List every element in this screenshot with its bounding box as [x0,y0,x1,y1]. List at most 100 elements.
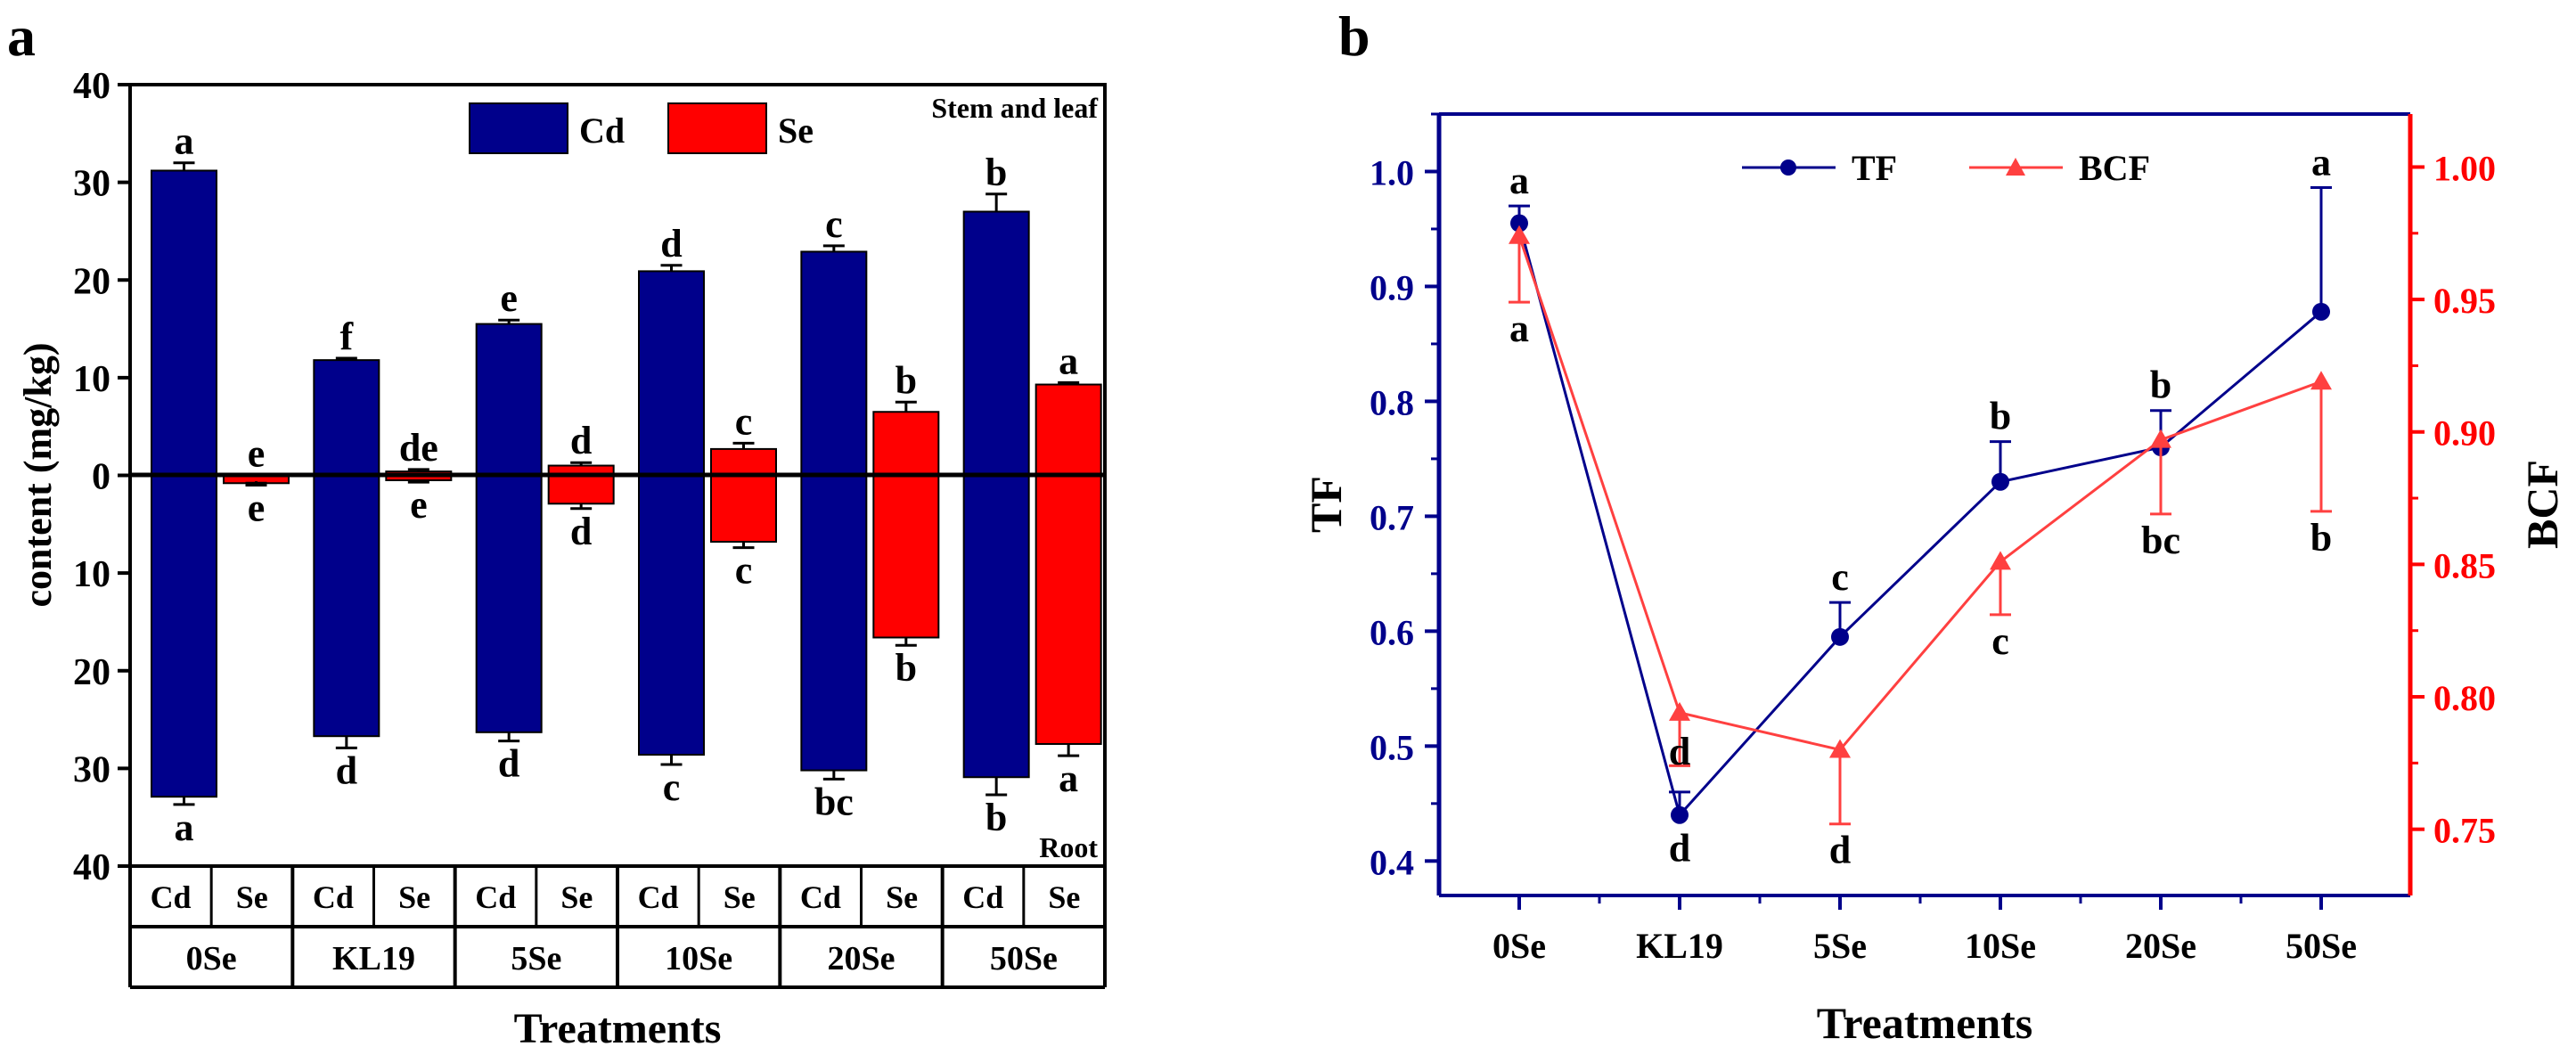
x-tick-label-20Se: 20Se [2125,926,2196,966]
se-stem-bar-10Se [710,447,777,477]
bcf-letter-10Se: c [1991,619,2009,663]
table-sub-label-0Se-Cd: Cd [151,879,192,915]
cd-stem-bar-0Se [151,169,217,477]
se-stem-letter-5Se: d [570,419,592,462]
bcf-tick-label-0: 0.75 [2433,811,2496,851]
cd-root-bar-0Se [151,474,217,798]
cd-root-letter-10Se: c [663,765,681,809]
tf-letter-50Se: a [2311,141,2331,184]
tf-tick-label-5: 0.9 [1370,267,1414,307]
se-stem-letter-0Se: e [248,432,266,476]
table-sub-label-0Se-Se: Se [236,879,268,915]
se-root-bar-50Se [1034,474,1102,745]
tf-point-KL19 [1671,805,1689,824]
panel-b-right-axis-label: BCF [2517,460,2567,549]
tf-letter-5Se: c [1831,555,1849,599]
bcf-letter-0Se: a [1509,307,1529,350]
legend-se-swatch [667,102,767,154]
cd-stem-bar-10Se [638,270,705,477]
cd-stem-letter-KL19: f [340,315,355,358]
cd-stem-letter-20Se: c [825,202,843,246]
bcf-tick-label-5: 1.00 [2433,148,2496,188]
cd-stem-letter-0Se: a [175,119,194,163]
table-group-label-20Se: 20Se [828,940,895,977]
bcf-point-20Se [2150,429,2171,448]
x-tick-label-5Se: 5Se [1813,926,1867,966]
panel-b: b 0.4 0.5 0.6 0.7 0.8 0.9 1.0 0.75 0.80 0.85 0.90 0… [1301,4,2567,1048]
cd-stem-bar-20Se [800,250,868,477]
tf-letter-KL19: d [1669,827,1690,871]
y-tick-label-4: 0 [92,457,110,498]
se-stem-letter-10Se: c [735,399,753,443]
bcf-point-50Se [2310,371,2332,390]
treatment-table: Cd Se 0Se Cd Se KL19 Cd Se 5Se Cd Se 10Se Cd Se 20Se Cd… [128,866,1107,989]
bcf-point-5Se [1829,739,1851,758]
legend-se-label: Se [778,110,814,151]
se-root-letter-20Se: b [895,646,917,690]
cd-root-letter-50Se: b [985,796,1007,839]
panel-b-legend: TF BCF [1742,148,2150,188]
y-tick-label-8: 40 [73,847,110,888]
bcf-letter-KL19: d [1669,730,1690,773]
se-root-bar-5Se [547,474,615,505]
cd-stem-letter-5Se: e [500,276,518,320]
tf-point-50Se [2312,302,2330,321]
bcf-point-KL19 [1669,701,1690,721]
bcf-point-0Se [1509,225,1530,244]
table-sub-label-5Se-Cd: Cd [475,879,516,915]
se-root-letter-KL19: e [410,483,428,527]
se-stem-letter-KL19: de [399,426,438,470]
tf-tick-label-6: 1.0 [1370,152,1414,192]
x-tick-label-0Se: 0Se [1492,926,1546,966]
cd-stem-bar-50Se [962,210,1030,477]
cd-root-bar-10Se [638,474,705,756]
se-root-bar-20Se [872,474,940,639]
legend-cd-label: Cd [579,110,625,151]
y-tick-label-6: 20 [73,652,110,693]
panel-a-legend: Cd Se [469,102,814,154]
x-tick-label-10Se: 10Se [1965,926,2036,966]
legend-bcf-marker [2006,158,2025,176]
tf-point-0Se [1510,214,1528,233]
se-stem-letter-20Se: b [895,358,917,402]
table-group-label-50Se: 50Se [990,940,1058,977]
table-group-label-5Se: 5Se [511,940,561,977]
y-tick-label-0: 40 [73,66,110,107]
cd-stem-letter-10Se: d [660,222,682,266]
cd-root-bar-50Se [962,474,1030,779]
table-group-label-0Se: 0Se [186,940,237,977]
tf-point-5Se [1831,627,1849,646]
tf-letter-0Se: a [1509,159,1529,202]
stem-and-leaf-label: Stem and leaf [931,92,1098,124]
tf-line [1517,223,2322,818]
y-tick-label-1: 30 [73,164,110,205]
cd-root-bar-20Se [800,474,868,772]
table-sub-label-10Se-Se: Se [724,879,756,915]
y-tick-label-3: 10 [73,359,110,400]
se-root-letter-5Se: d [570,510,592,553]
bcf-tick-label-4: 0.95 [2433,281,2496,321]
cd-root-letter-20Se: bc [814,780,854,823]
cd-root-letter-5Se: d [498,742,519,786]
tf-tick-label-1: 0.5 [1370,727,1414,767]
table-sub-label-KL19-Se: Se [398,879,430,915]
root-label: Root [1039,831,1098,863]
se-root-letter-10Se: c [735,549,753,593]
panel-a-x-axis-label: Treatments [514,1005,722,1052]
se-stem-bar-50Se [1034,383,1102,477]
bcf-letter-50Se: b [2310,516,2332,560]
cd-root-letter-0Se: a [175,805,194,849]
table-group-label-KL19: KL19 [332,940,415,977]
se-root-bar-10Se [710,474,777,544]
tf-letter-10Se: b [1990,395,2011,438]
tf-letter-20Se: b [2150,364,2171,407]
bcf-point-10Se [1990,551,2011,570]
bcf-line [1517,235,2322,752]
y-tick-label-5: 10 [73,554,110,595]
table-sub-label-20Se-Se: Se [886,879,918,915]
table-group-label-10Se: 10Se [665,940,732,977]
panel-b-left-axis-label: TF [1301,476,1351,533]
legend-cd-swatch [469,102,568,154]
table-sub-label-KL19-Cd: Cd [313,879,354,915]
